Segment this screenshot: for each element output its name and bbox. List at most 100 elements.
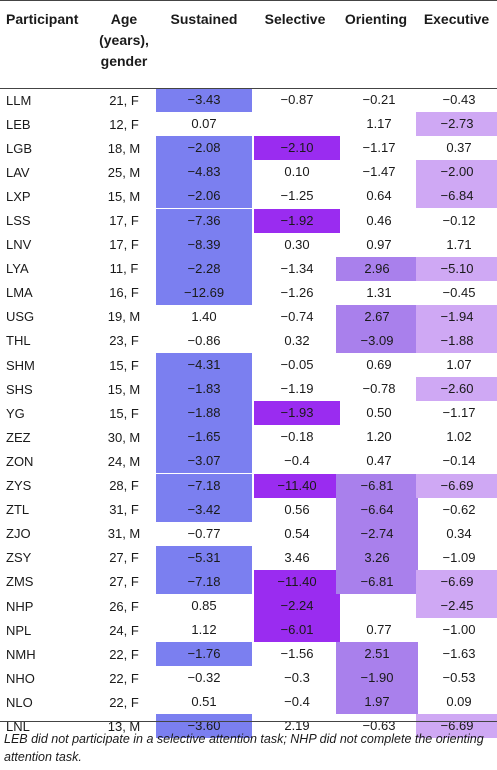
age-gender-cell: 15, M	[107, 188, 141, 204]
participant-cell: SHS	[6, 381, 33, 397]
selective-cell: −0.18	[254, 425, 336, 449]
orienting-value: 2.96	[336, 256, 418, 281]
selective-cell: 0.54	[254, 522, 336, 546]
orienting-cell: 0.69	[336, 353, 416, 377]
table-body: LLM 21, F −3.43 −0.87 −0.21 −0.43 LEB 12, F 0.07…	[0, 88, 497, 739]
header-selective: Selective	[264, 11, 326, 27]
sustained-value: −4.31	[156, 353, 252, 378]
selective-cell: −0.05	[254, 353, 336, 377]
participant-cell: USG	[6, 309, 35, 325]
orienting-cell: 1.97	[336, 690, 418, 715]
executive-value: −6.84	[416, 184, 497, 209]
orienting-value	[336, 594, 422, 618]
sustained-value: 1.12	[191, 622, 217, 638]
sustained-cell: −3.60	[154, 714, 254, 739]
table-row: NHP 26, F 0.85 −2.24 −2.45	[0, 594, 497, 619]
selective-value: −1.26	[280, 284, 314, 300]
table-row: NPL 24, F 1.12 −6.01 0.77 −1.00	[0, 618, 497, 643]
selective-cell: 0.32	[254, 329, 336, 353]
sustained-cell: −3.43	[154, 88, 254, 113]
selective-value: 0.30	[284, 236, 310, 252]
table-row: LNL 13, M −3.60 2.19 −0.63 −6.69	[0, 714, 497, 739]
participant-cell: ZYS	[6, 478, 32, 494]
orienting-value: 1.31	[366, 284, 392, 300]
executive-value: −0.12	[442, 212, 476, 228]
header-orienting: Orienting	[344, 11, 408, 27]
selective-value: −1.56	[280, 646, 314, 662]
orienting-value: −0.63	[362, 718, 396, 734]
executive-value: −2.60	[416, 377, 497, 402]
orienting-cell: 0.77	[336, 618, 416, 642]
sustained-value: −3.43	[156, 88, 252, 113]
sustained-cell: −4.83	[154, 160, 254, 185]
executive-cell: 1.02	[416, 425, 497, 449]
orienting-value: 0.47	[366, 453, 392, 469]
participant-cell: ZEZ	[6, 429, 31, 445]
header-age-line3: gender	[100, 53, 148, 69]
selective-value: −1.19	[280, 381, 314, 397]
footnote: LEB did not participate in a selective a…	[4, 732, 484, 764]
header-participant: Participant	[6, 11, 79, 27]
sustained-value: −2.28	[156, 256, 252, 281]
selective-value: −1.25	[280, 188, 314, 204]
participant-cell: LXP	[6, 188, 31, 204]
executive-cell: −6.69	[416, 714, 497, 739]
participant-cell: ZSY	[6, 550, 32, 566]
participant-cell: YG	[6, 405, 25, 421]
orienting-cell: −0.63	[336, 714, 416, 738]
orienting-cell: 2.51	[336, 642, 418, 667]
table-row: USG 19, M 1.40 −0.74 2.67 −1.94	[0, 304, 497, 329]
selective-cell: −0.87	[254, 88, 336, 112]
orienting-value: −0.78	[362, 381, 396, 397]
selective-value: −11.40	[254, 569, 340, 594]
selective-cell: −11.40	[254, 569, 340, 594]
participant-cell: NLO	[6, 694, 33, 710]
executive-value: −2.73	[416, 112, 497, 137]
selective-cell: −0.3	[254, 666, 336, 690]
participant-cell: LLM	[6, 92, 32, 108]
sustained-value: −1.65	[156, 425, 252, 450]
age-gender-cell: 15, F	[109, 405, 139, 421]
table-row: NMH 22, F −1.76 −1.56 2.51 −1.63	[0, 642, 497, 667]
table-row: ZTL 31, F −3.42 0.56 −6.64 −0.62	[0, 497, 497, 522]
orienting-value: 1.97	[336, 690, 418, 715]
age-gender-cell: 22, F	[109, 646, 139, 662]
executive-cell: −6.84	[416, 184, 497, 209]
sustained-cell: −3.07	[154, 449, 254, 474]
orienting-cell: −2.74	[336, 521, 418, 546]
executive-cell: −1.09	[416, 546, 497, 570]
executive-cell: 1.71	[416, 233, 497, 257]
orienting-value: −6.81	[336, 473, 418, 498]
executive-value: −2.45	[416, 594, 497, 619]
sustained-cell: 0.51	[154, 690, 254, 714]
executive-cell: −0.53	[416, 666, 497, 690]
sustained-value: −2.08	[156, 136, 252, 161]
orienting-cell: −6.81	[336, 473, 418, 498]
age-gender-cell: 27, F	[109, 574, 139, 590]
executive-cell: −6.69	[416, 473, 497, 498]
executive-cell: −5.10	[416, 256, 497, 281]
sustained-cell: −8.39	[154, 232, 254, 257]
selective-value: −1.93	[254, 401, 340, 426]
selective-cell: −1.56	[254, 642, 336, 666]
orienting-cell: 3.26	[336, 545, 418, 570]
table-row: SHS 15, M −1.83 −1.19 −0.78 −2.60	[0, 377, 497, 402]
sustained-cell: 1.40	[154, 305, 254, 329]
orienting-value: 3.26	[336, 545, 418, 570]
age-gender-cell: 26, F	[109, 598, 139, 614]
sustained-value: −2.06	[156, 184, 252, 209]
header-age-gender: Age (years), gender	[94, 0, 154, 88]
executive-cell: −2.73	[416, 112, 497, 137]
orienting-value: 0.69	[366, 357, 392, 373]
table-row: LXP 15, M −2.06 −1.25 0.64 −6.84	[0, 184, 497, 209]
participant-cell: LEB	[6, 116, 31, 132]
sustained-value: −3.42	[156, 497, 252, 522]
orienting-value: −6.64	[336, 497, 418, 522]
table-row: LGB 18, M −2.08 −2.10 −1.17 0.37	[0, 136, 497, 161]
executive-value: 1.02	[446, 429, 472, 445]
sustained-cell: −4.31	[154, 353, 254, 378]
executive-cell: −2.45	[416, 594, 497, 619]
orienting-cell: 2.96	[336, 256, 418, 281]
selective-cell: −1.93	[254, 401, 340, 426]
sustained-cell: −7.18	[154, 569, 254, 594]
